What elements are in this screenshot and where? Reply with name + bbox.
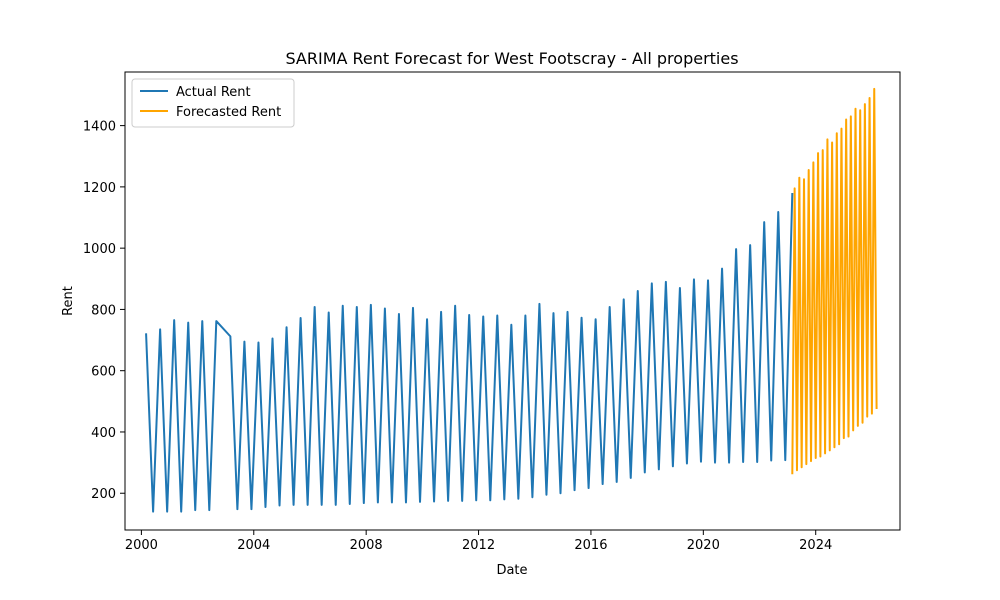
legend-box: [131, 78, 295, 128]
plot-frame: [124, 71, 901, 531]
y-axis-label: Rent: [61, 286, 76, 316]
x-tick-label: 2008: [350, 538, 383, 553]
series-layer: [145, 87, 878, 513]
y-tick-label: 1000: [83, 242, 116, 257]
y-tick-label: 600: [91, 365, 116, 380]
x-axis-label: Date: [496, 563, 527, 578]
y-tick-label: 400: [91, 426, 116, 441]
x-tick-label: 2020: [687, 538, 720, 553]
chart-title: SARIMA Rent Forecast for West Footscray …: [285, 49, 738, 68]
y-tick-label: 1200: [83, 181, 116, 196]
legend-label-forecasted-rent: Forecasted Rent: [176, 105, 281, 120]
y-tick-label: 200: [91, 487, 116, 502]
series-line-forecasted-rent: [791, 87, 878, 475]
x-tick-label: 2000: [125, 538, 158, 553]
x-tick-label: 2016: [574, 538, 607, 553]
series-line-actual-rent: [145, 192, 794, 513]
x-axis: 2000 2004 2008 2012 2016 2020 2024: [125, 530, 832, 553]
x-tick-label: 2024: [799, 538, 832, 553]
x-tick-label: 2012: [462, 538, 495, 553]
y-axis: 200 400 600 800 1000 1200 1400: [83, 120, 125, 502]
x-tick-label: 2004: [237, 538, 270, 553]
legend-label-actual-rent: Actual Rent: [176, 85, 251, 100]
legend: Actual Rent Forecasted Rent: [131, 78, 295, 128]
y-tick-label: 1400: [83, 120, 116, 135]
y-tick-label: 800: [91, 303, 116, 318]
